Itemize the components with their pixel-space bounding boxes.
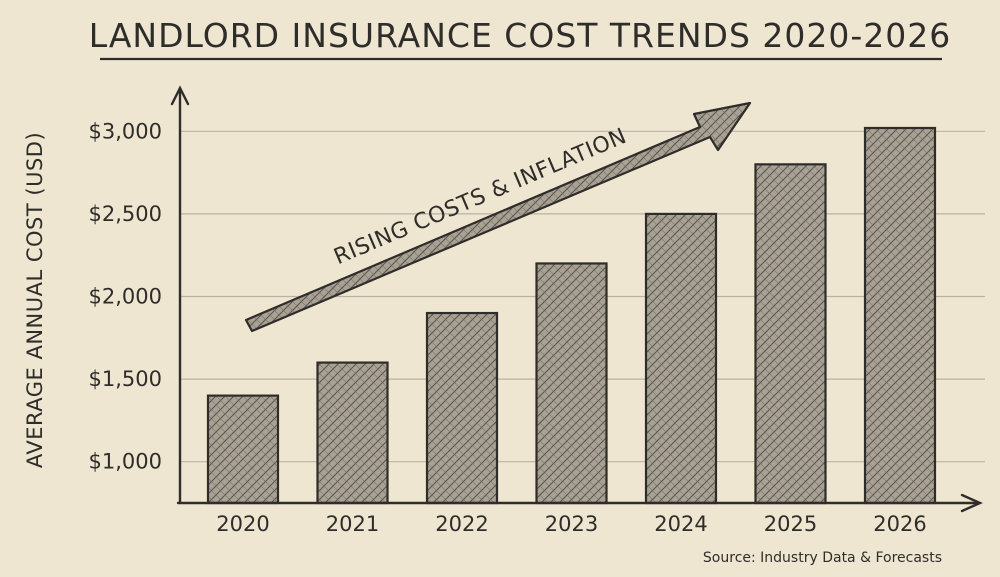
y-axis-arrowhead xyxy=(170,85,190,106)
bar-2020 xyxy=(206,394,280,505)
x-tick-label: 2022 xyxy=(435,512,488,536)
y-tick-label: $3,000 xyxy=(89,119,162,143)
bars xyxy=(206,126,937,505)
axes xyxy=(170,85,983,513)
y-tick-label: $1,000 xyxy=(89,450,162,474)
x-tick-labels: 2020 2021 2022 2023 2024 2025 2026 xyxy=(216,512,926,536)
y-tick-label: $2,500 xyxy=(89,202,162,226)
y-axis-label: AVERAGE ANNUAL COST (USD) xyxy=(23,132,47,468)
bar-2023 xyxy=(535,262,608,505)
x-tick-label: 2024 xyxy=(654,512,707,536)
trend-arrow-shape xyxy=(244,101,752,333)
y-tick-label: $2,000 xyxy=(89,285,162,309)
bar-2024 xyxy=(644,212,718,505)
x-tick-label: 2026 xyxy=(873,512,926,536)
trend-annotation: RISING COSTS & INFLATION xyxy=(330,124,630,270)
bar-2021 xyxy=(316,361,389,505)
bar-2026 xyxy=(863,126,937,505)
x-tick-label: 2023 xyxy=(545,512,598,536)
bar-2025 xyxy=(754,163,827,505)
x-tick-label: 2020 xyxy=(216,512,269,536)
x-tick-label: 2025 xyxy=(764,512,817,536)
x-tick-label: 2021 xyxy=(326,512,379,536)
source-note: Source: Industry Data & Forecasts xyxy=(703,550,942,566)
y-tick-label: $1,500 xyxy=(89,367,162,391)
chart-title: LANDLORD INSURANCE COST TRENDS 2020-2026 xyxy=(89,16,952,55)
bar-2022 xyxy=(425,311,499,505)
y-tick-labels: $1,000 $1,500 $2,000 $2,500 $3,000 xyxy=(89,119,162,473)
x-axis-arrowhead xyxy=(960,493,983,513)
